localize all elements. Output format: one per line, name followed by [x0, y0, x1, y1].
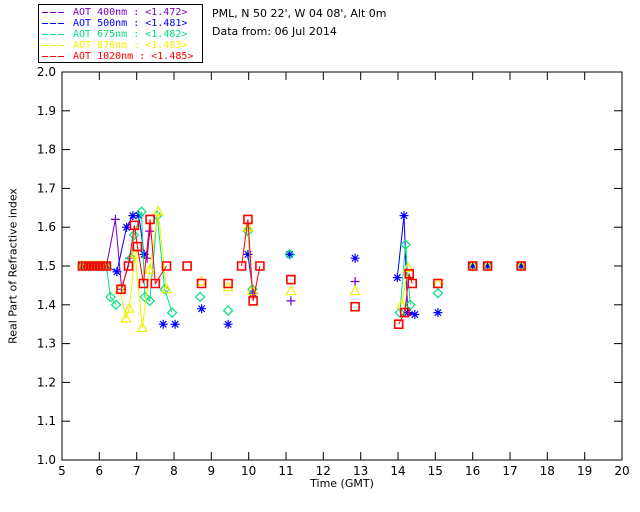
legend-item: AOT 400nm : <1.472> — [42, 7, 199, 18]
x-tick-label: 18 — [540, 464, 555, 478]
legend-line-sample-icon — [42, 18, 69, 29]
legend-item: AOT 1020nm : <1.485> — [42, 51, 199, 62]
axes-box — [61, 71, 623, 461]
x-tick-label: 8 — [170, 464, 178, 478]
x-tick-label: 14 — [390, 464, 405, 478]
y-tick-label: 1.5 — [37, 259, 56, 273]
series-line — [119, 211, 167, 329]
x-tick-label: 15 — [428, 464, 443, 478]
y-tick-label: 1.4 — [37, 298, 56, 312]
y-tick-label: 1.9 — [37, 104, 56, 118]
legend-line-sample-icon — [42, 7, 69, 18]
x-tick-label: 12 — [316, 464, 331, 478]
x-tick-label: 9 — [207, 464, 215, 478]
legend-line-sample-icon — [42, 29, 69, 40]
x-tick-label: 19 — [577, 464, 592, 478]
series-line — [401, 267, 409, 305]
series-line — [398, 273, 413, 325]
legend-item: AOT 870nm : <1.483> — [42, 40, 199, 51]
x-tick-label: 6 — [95, 464, 103, 478]
legend-item-label: AOT 400nm : <1.472> — [73, 7, 188, 18]
x-tick-label: 20 — [614, 464, 629, 478]
y-tick-label: 1.3 — [37, 337, 56, 351]
legend-item: AOT 500nm : <1.481> — [42, 18, 199, 29]
station-info-text: PML, N 50 22', W 04 08', Alt 0m — [212, 7, 387, 20]
y-tick-label: 1.6 — [37, 220, 56, 234]
data-date-text: Data from: 06 Jul 2014 — [212, 25, 337, 38]
x-tick-label: 7 — [133, 464, 141, 478]
x-tick-label: 16 — [465, 464, 480, 478]
x-tick-label: 5 — [58, 464, 66, 478]
legend-item-label: AOT 870nm : <1.483> — [73, 40, 188, 51]
y-tick-label: 1.8 — [37, 143, 56, 157]
x-tick-label: 10 — [241, 464, 256, 478]
series-line — [120, 219, 167, 290]
y-tick-label: 1.1 — [37, 414, 56, 428]
series-line — [82, 219, 131, 290]
y-tick-label: 2.0 — [37, 65, 56, 79]
series-line — [241, 219, 261, 301]
square-markers — [77, 214, 526, 329]
y-tick-label: 1.7 — [37, 181, 56, 195]
legend-box: AOT 400nm : <1.472> AOT 500nm : <1.481> AO… — [38, 4, 203, 63]
series-line — [396, 215, 415, 315]
series-aot-1020nm — [77, 214, 526, 329]
x-tick-label: 11 — [278, 464, 293, 478]
x-tick-label: 17 — [502, 464, 517, 478]
legend-line-sample-icon — [42, 40, 69, 51]
legend-item-label: AOT 500nm : <1.481> — [73, 18, 188, 29]
series-line — [82, 265, 117, 306]
x-tick-label: 13 — [353, 464, 368, 478]
y-axis-label: Real Part of Refractive index — [6, 188, 20, 344]
legend-item-label: AOT 675nm : <1.482> — [73, 29, 188, 40]
legend-line-sample-icon — [42, 51, 69, 62]
y-tick-label: 1.0 — [37, 453, 56, 467]
series-line — [146, 231, 151, 259]
legend-item: AOT 675nm : <1.482> — [42, 29, 199, 40]
legend-item-label: AOT 1020nm : <1.485> — [73, 51, 194, 62]
axis-ticks — [61, 71, 623, 461]
y-tick-label: 1.2 — [37, 375, 56, 389]
x-axis-label: Time (GMT) — [310, 477, 374, 490]
